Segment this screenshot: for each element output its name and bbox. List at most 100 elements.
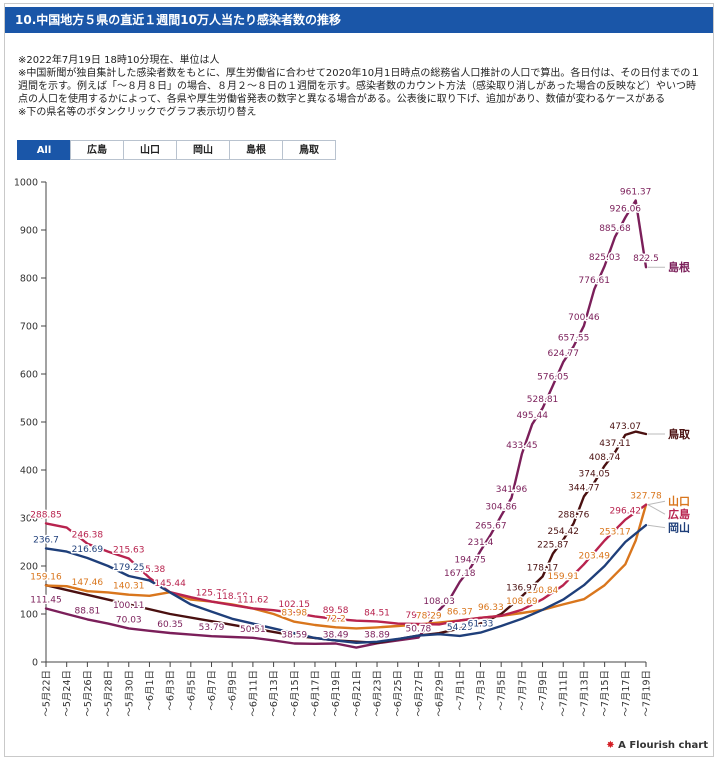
x-tick-label: ～7月1日 bbox=[455, 670, 466, 711]
data-label: 961.37 bbox=[620, 188, 652, 198]
data-label: 288.76 bbox=[558, 510, 590, 520]
data-label: 88.81 bbox=[74, 606, 100, 616]
data-label-halo: 885.68 bbox=[599, 224, 631, 234]
data-label-halo: 89.58 bbox=[323, 606, 349, 616]
tab-hiroshima[interactable]: 広島 bbox=[70, 140, 124, 160]
data-label-halo: 86.37 bbox=[447, 608, 473, 618]
data-label-halo: 231.4 bbox=[468, 538, 494, 548]
data-label-halo: 344.77 bbox=[568, 484, 600, 494]
flourish-credit-text: A Flourish chart bbox=[618, 740, 708, 751]
y-tick-label: 300 bbox=[20, 514, 38, 525]
end-label-島根: 島根 bbox=[668, 260, 691, 274]
data-label-halo: 657.55 bbox=[558, 333, 590, 343]
data-label-halo: 70.03 bbox=[116, 615, 142, 625]
data-label: 136.97 bbox=[506, 583, 538, 593]
x-tick-label: ～5月28日 bbox=[104, 670, 115, 717]
data-label-halo: 528.81 bbox=[527, 395, 559, 405]
data-label-halo: 84.51 bbox=[364, 608, 390, 618]
data-label: 108.69 bbox=[506, 597, 538, 607]
data-label-halo: 576.05 bbox=[537, 372, 569, 382]
data-label: 38.59 bbox=[281, 630, 307, 640]
data-label: 776.61 bbox=[579, 276, 611, 286]
x-tick-label: ～6月17日 bbox=[310, 670, 321, 717]
tab-all[interactable]: All bbox=[17, 140, 71, 160]
data-label-halo: 125.76 bbox=[196, 589, 228, 599]
data-label: 72.2 bbox=[326, 614, 346, 624]
data-label-halo: 194.75 bbox=[454, 556, 486, 566]
flourish-credit[interactable]: ✸ A Flourish chart bbox=[606, 740, 708, 751]
data-label: 100.11 bbox=[113, 601, 145, 611]
data-label: 125.76 bbox=[196, 589, 228, 599]
data-label-halo: 50.78 bbox=[406, 625, 432, 635]
x-tick-label: ～5月30日 bbox=[124, 670, 135, 717]
data-label-halo: 108.69 bbox=[506, 597, 538, 607]
tab-yamaguchi[interactable]: 山口 bbox=[123, 140, 177, 160]
data-label: 50.78 bbox=[406, 625, 432, 635]
data-label: 84.51 bbox=[364, 608, 390, 618]
flourish-logo-icon: ✸ bbox=[606, 740, 615, 751]
data-label-halo: 159.16 bbox=[30, 573, 62, 583]
data-label: 304.86 bbox=[485, 503, 517, 513]
data-label-halo: 433.45 bbox=[506, 441, 538, 451]
data-label: 528.81 bbox=[527, 395, 559, 405]
tab-tottori[interactable]: 鳥取 bbox=[282, 140, 336, 160]
data-label-halo: 495.44 bbox=[516, 411, 548, 421]
y-tick-label: 600 bbox=[20, 370, 38, 381]
data-label: 167.18 bbox=[444, 569, 476, 579]
data-label: 38.89 bbox=[364, 630, 390, 640]
data-label: 408.74 bbox=[589, 453, 621, 463]
data-label-halo: 825.03 bbox=[589, 253, 621, 263]
tab-okayama[interactable]: 岡山 bbox=[176, 140, 230, 160]
data-label: 83.98 bbox=[281, 609, 307, 619]
data-label: 700.46 bbox=[568, 313, 600, 323]
data-label-halo: 38.49 bbox=[323, 631, 349, 641]
data-label-halo: 178.17 bbox=[527, 563, 559, 573]
data-label: 179.25 bbox=[113, 563, 145, 573]
x-tick-label: ～7月13日 bbox=[579, 670, 590, 717]
end-label-岡山: 岡山 bbox=[668, 521, 690, 535]
data-label-halo: 50.51 bbox=[240, 625, 266, 635]
data-label: 437.11 bbox=[599, 439, 631, 449]
data-label-halo: 926.06 bbox=[610, 204, 642, 214]
x-tick-label: ～5月24日 bbox=[62, 670, 73, 717]
data-label: 38.49 bbox=[323, 631, 349, 641]
tab-shimane[interactable]: 島根 bbox=[229, 140, 283, 160]
data-label-halo: 61.33 bbox=[468, 620, 494, 630]
data-label-halo: 374.05 bbox=[579, 469, 611, 479]
data-label: 50.51 bbox=[240, 625, 266, 635]
data-label: 175.38 bbox=[134, 565, 166, 575]
x-tick-label: ～6月3日 bbox=[166, 670, 177, 711]
x-tick-label: ～7月5日 bbox=[497, 670, 508, 711]
x-tick-label: ～7月7日 bbox=[517, 670, 528, 711]
data-label-halo: 38.89 bbox=[364, 630, 390, 640]
y-tick-label: 400 bbox=[20, 466, 38, 477]
x-tick-label: ～6月9日 bbox=[228, 670, 239, 711]
x-tick-label: ～6月27日 bbox=[414, 670, 425, 717]
data-label-halo: 700.46 bbox=[568, 313, 600, 323]
data-label-halo: 408.74 bbox=[589, 453, 621, 463]
x-tick-label: ～7月15日 bbox=[600, 670, 611, 717]
data-label: 108.03 bbox=[423, 597, 455, 607]
data-label: 194.75 bbox=[454, 556, 486, 566]
data-label-halo: 203.49 bbox=[579, 551, 611, 561]
data-label-halo: 102.15 bbox=[279, 600, 311, 610]
data-label-halo: 79.12 bbox=[406, 611, 432, 621]
data-label: 178.17 bbox=[527, 563, 559, 573]
data-label-halo: 961.37 bbox=[620, 188, 652, 198]
data-label-halo: 140.31 bbox=[113, 582, 145, 592]
data-label: 86.37 bbox=[447, 608, 473, 618]
data-label: 473.07 bbox=[610, 422, 642, 432]
data-label: 926.06 bbox=[610, 204, 642, 214]
y-tick-label: 0 bbox=[32, 658, 38, 669]
data-label: 657.55 bbox=[558, 333, 590, 343]
end-label-leader bbox=[647, 500, 666, 506]
data-label: 60.35 bbox=[157, 620, 183, 630]
y-tick-label: 700 bbox=[20, 322, 38, 333]
data-label-halo: 437.11 bbox=[599, 439, 631, 449]
x-tick-label: ～6月15日 bbox=[290, 670, 301, 717]
data-label: 236.7 bbox=[33, 535, 59, 545]
data-label: 822.5 bbox=[633, 254, 659, 264]
x-tick-label: ～6月5日 bbox=[186, 670, 197, 711]
x-tick-label: ～6月23日 bbox=[373, 670, 384, 717]
data-label-halo: 288.85 bbox=[30, 510, 62, 520]
